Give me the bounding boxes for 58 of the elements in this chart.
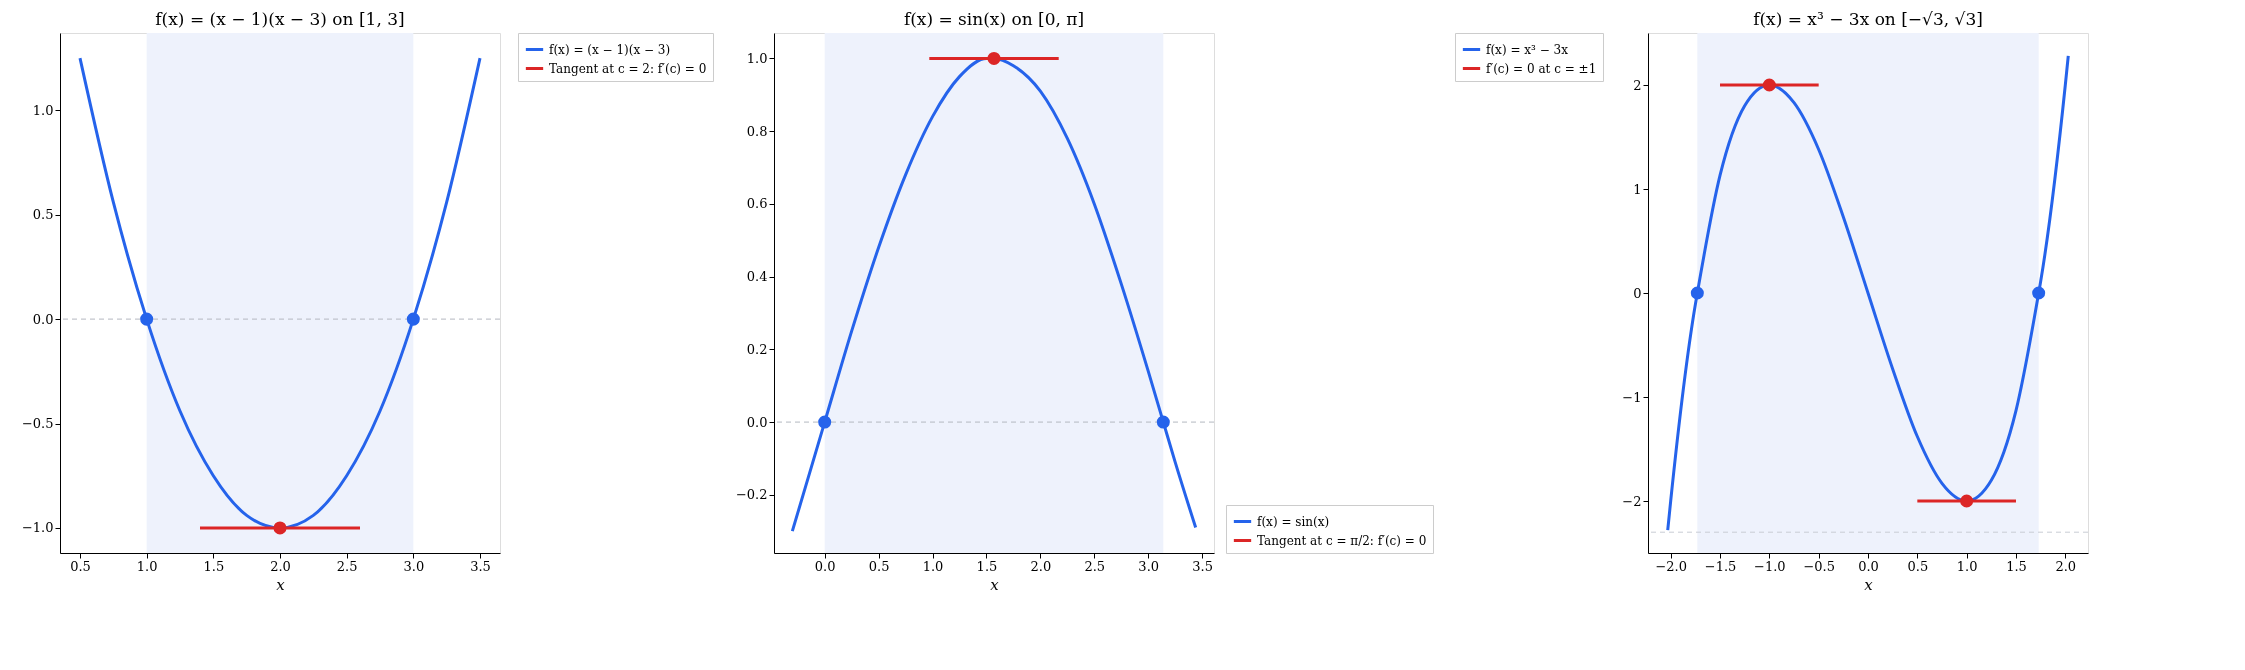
x-tick-label: −0.5 xyxy=(1803,558,1835,574)
x-tick-label: 1.0 xyxy=(1956,558,1978,574)
point xyxy=(1762,78,1776,92)
y-tick-label: −1.0 xyxy=(21,520,54,536)
x-axis-title: x xyxy=(990,575,1000,594)
y-tick-label: 0.8 xyxy=(746,123,768,139)
y-tick-label: 1.0 xyxy=(32,102,54,118)
x-tick-label: 1.5 xyxy=(203,558,225,574)
y-tick-label: 0.4 xyxy=(746,269,768,285)
x-tick-label: 1.5 xyxy=(2006,558,2027,574)
x-tick-label: 0.0 xyxy=(814,558,836,574)
x-tick-label: 2.5 xyxy=(1084,558,1106,574)
y-tick-label: 0.0 xyxy=(32,311,54,327)
y-tick-label: −0.5 xyxy=(21,416,54,432)
y-tick-label: 0.2 xyxy=(746,341,768,357)
x-tick-label: 3.0 xyxy=(1138,558,1160,574)
y-tick-label: 0.5 xyxy=(32,207,54,223)
legend-label: f′(c) = 0 at c = ±1 xyxy=(1486,61,1597,76)
point xyxy=(1690,286,1704,300)
point xyxy=(2032,286,2046,300)
x-axis-title: x xyxy=(276,575,286,594)
x-tick-label: 1.0 xyxy=(136,558,158,574)
legend-label: f(x) = sin(x) xyxy=(1257,514,1330,529)
x-tick-label: 1.5 xyxy=(976,558,998,574)
x-tick-label: 0.5 xyxy=(1907,558,1929,574)
y-tick-label: 1.0 xyxy=(746,50,768,66)
x-tick-label: 2.0 xyxy=(1030,558,1052,574)
y-tick-label: −0.2 xyxy=(735,487,768,503)
line-series xyxy=(1666,54,2070,532)
x-tick-label: −2.0 xyxy=(1655,558,1687,574)
chart-title: f(x) = x³ − 3x on [−√3, √3] xyxy=(1753,8,1983,29)
y-tick-label: 0.0 xyxy=(746,414,768,430)
legend-label: Tangent at c = 2: f′(c) = 0 xyxy=(549,61,707,76)
y-tick-label: −2 xyxy=(1622,493,1642,509)
y-tick-label: 0 xyxy=(1633,285,1642,301)
x-tick-label: 1.0 xyxy=(922,558,944,574)
x-axis-title: x xyxy=(1864,575,1874,594)
x-tick-label: −1.5 xyxy=(1704,558,1737,574)
x-tick-label: 2.0 xyxy=(270,558,291,574)
x-tick-label: 3.0 xyxy=(403,558,425,574)
chart-title: f(x) = (x − 1)(x − 3) on [1, 3] xyxy=(155,8,405,29)
legend-label: f(x) = (x − 1)(x − 3) xyxy=(549,42,671,57)
legend-label: Tangent at c = π/2: f′(c) = 0 xyxy=(1257,533,1427,548)
x-tick-label: 0.5 xyxy=(70,558,91,574)
x-tick-label: 3.5 xyxy=(470,558,491,574)
legend-label: f(x) = x³ − 3x xyxy=(1486,42,1569,57)
x-tick-label: 0.5 xyxy=(868,558,890,574)
x-tick-label: 2.0 xyxy=(2055,558,2077,574)
y-tick-label: 2 xyxy=(1633,77,1642,93)
point xyxy=(1960,494,1974,508)
x-tick-label: 3.5 xyxy=(1192,558,1213,574)
x-tick-label: 0.0 xyxy=(1858,558,1879,574)
x-tick-label: 2.5 xyxy=(336,558,358,574)
y-tick-label: −1 xyxy=(1622,389,1642,405)
chart-title: f(x) = sin(x) on [0, π] xyxy=(903,9,1085,29)
x-tick-label: −1.0 xyxy=(1754,558,1786,574)
y-tick-label: 0.6 xyxy=(746,196,768,212)
y-tick-label: 1 xyxy=(1633,181,1642,197)
